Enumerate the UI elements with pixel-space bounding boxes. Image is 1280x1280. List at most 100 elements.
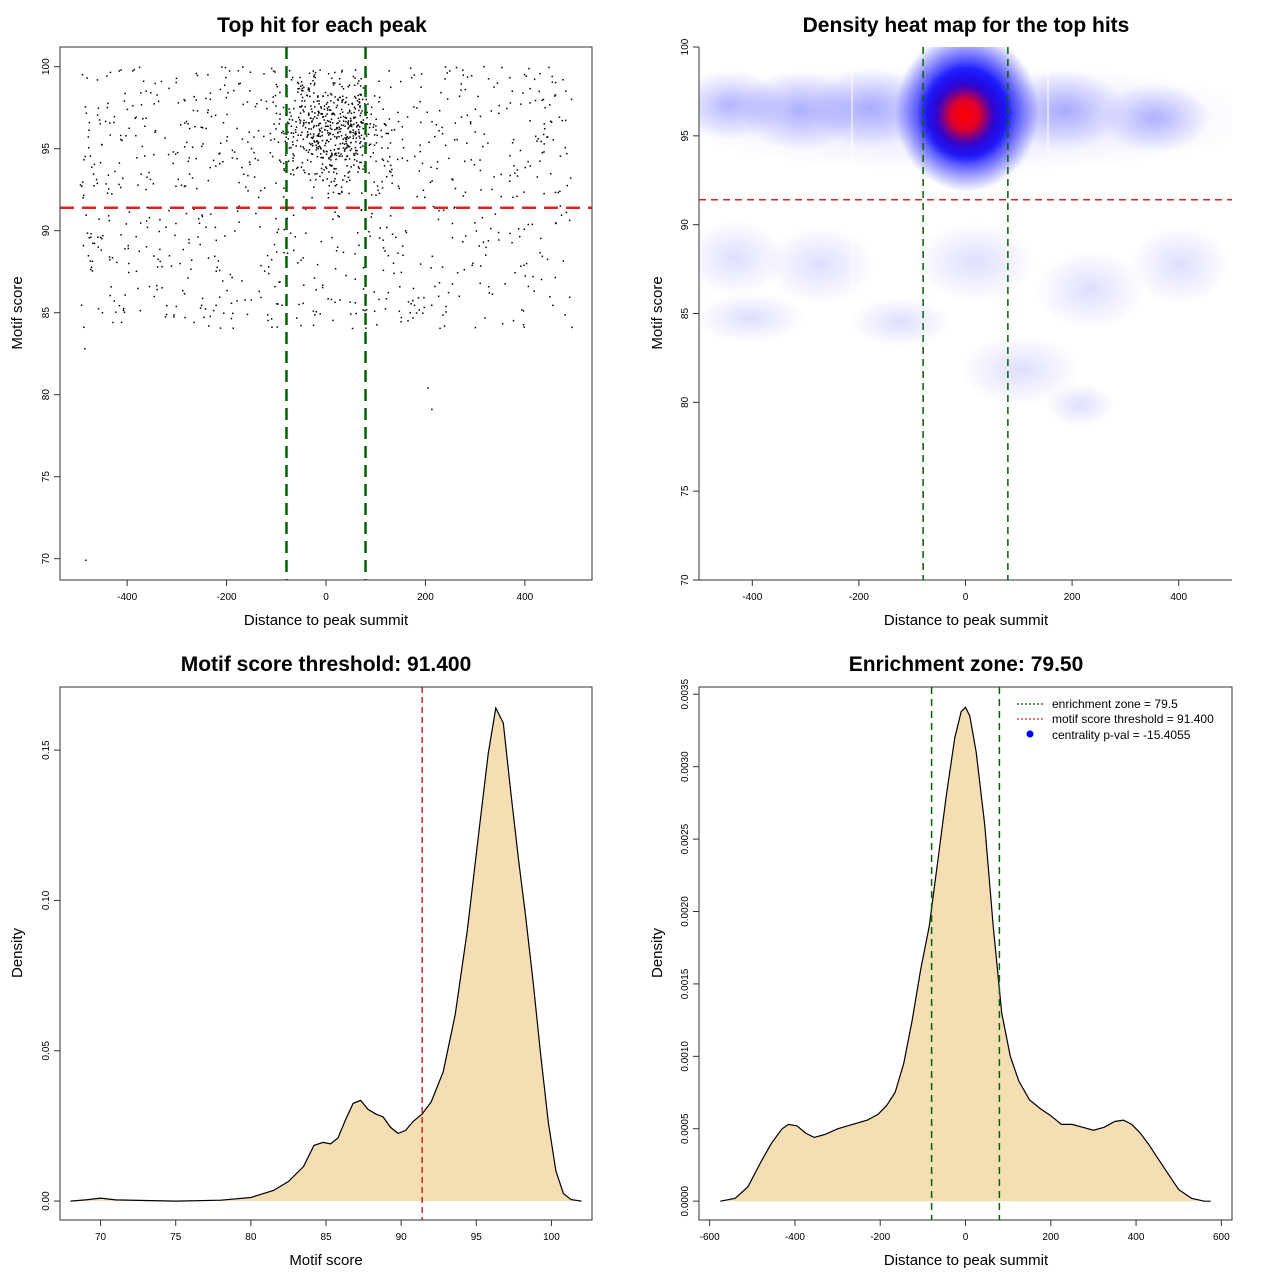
scatter-point — [318, 100, 320, 102]
scatter-point — [330, 165, 332, 167]
scatter-point — [373, 95, 376, 97]
scatter-point — [279, 281, 281, 283]
scatter-point — [127, 244, 129, 247]
heatmap-x-tick-label: -400 — [742, 592, 762, 603]
scatter-point — [272, 101, 274, 103]
scatter-point — [347, 85, 349, 88]
scatter-point — [197, 236, 199, 238]
scatter-point — [347, 123, 349, 125]
scatter-x-tick-label: -400 — [117, 592, 137, 603]
scatter-point — [187, 123, 189, 125]
scatter-point — [504, 283, 506, 285]
scatter-point — [334, 82, 336, 84]
scatter-point — [513, 165, 515, 167]
scatter-point — [100, 143, 103, 146]
score-y-tick-label: 0.10 — [41, 890, 52, 910]
scatter-point — [568, 296, 571, 299]
scatter-point — [139, 222, 142, 224]
scatter-point — [156, 284, 158, 287]
scatter-point — [309, 95, 311, 98]
scatter-point — [82, 194, 85, 197]
scatter-point — [305, 232, 307, 234]
scatter-point — [312, 70, 315, 72]
scatter-point — [365, 135, 368, 137]
scatter-point — [156, 288, 158, 291]
scatter-point — [462, 241, 464, 243]
scatter-point — [176, 151, 179, 154]
scatter-point — [368, 172, 370, 174]
scatter-point — [543, 123, 546, 125]
scatter-point — [204, 308, 207, 310]
scatter-point — [87, 136, 90, 138]
scatter-point — [377, 189, 379, 192]
scatter-point — [416, 195, 418, 198]
scatter-point — [308, 173, 310, 176]
scatter-point — [552, 139, 555, 141]
scatter-point — [87, 254, 90, 257]
scatter-point — [333, 148, 336, 151]
scatter-point — [323, 151, 325, 153]
scatter-point — [124, 92, 126, 95]
scatter-point — [373, 123, 375, 126]
scatter-point — [353, 117, 355, 120]
scatter-point — [350, 119, 352, 122]
scatter-point — [397, 185, 400, 187]
scatter-point — [454, 206, 456, 208]
scatter-point — [319, 153, 322, 155]
scatter-point — [318, 135, 320, 137]
score-x-tick-label: 85 — [320, 1232, 332, 1243]
scatter-point — [389, 215, 392, 217]
scatter-point — [269, 132, 272, 135]
scatter-point — [226, 140, 228, 142]
scatter-point — [525, 262, 528, 265]
scatter-point — [341, 155, 344, 157]
scatter-point — [182, 289, 184, 292]
distance-y-tick-label: 0.0030 — [680, 751, 691, 782]
scatter-point — [441, 132, 444, 135]
scatter-point — [214, 226, 217, 229]
scatter-point — [294, 236, 297, 238]
scatter-point — [566, 152, 568, 155]
scatter-point — [426, 111, 428, 114]
scatter-point — [351, 124, 353, 126]
scatter-point — [180, 184, 183, 186]
scatter-point — [327, 192, 330, 195]
scatter-point — [557, 191, 559, 194]
scatter-point — [319, 69, 321, 71]
scatter-point — [351, 327, 354, 330]
scatter-point — [313, 140, 315, 142]
distance-y-tick-label: 0.0035 — [680, 679, 691, 710]
scatter-point — [512, 138, 515, 141]
scatter-point — [108, 256, 111, 258]
scatter-point — [207, 257, 210, 259]
scatter-point — [335, 183, 338, 186]
scatter-point — [138, 66, 141, 69]
scatter-point — [431, 120, 433, 123]
scatter-point — [286, 121, 289, 123]
heatmap-core — [917, 65, 1013, 165]
scatter-point — [245, 186, 247, 188]
scatter-point — [549, 173, 552, 175]
scatter-point — [464, 88, 467, 91]
scatter-point — [319, 135, 322, 138]
scatter-point — [375, 118, 377, 120]
scatter-point — [498, 104, 500, 107]
scatter-point — [343, 143, 346, 145]
scatter-point — [391, 168, 393, 171]
scatter-point — [96, 182, 99, 185]
scatter-point — [314, 141, 316, 143]
scatter-point — [358, 109, 360, 112]
scatter-point — [349, 130, 351, 133]
scatter-point — [358, 101, 361, 103]
scatter-point — [226, 289, 228, 292]
scatter-point — [358, 135, 360, 138]
scatter-point — [342, 138, 344, 140]
scatter-point — [145, 117, 147, 120]
scatter-point — [223, 84, 226, 87]
scatter-point — [341, 69, 343, 72]
scatter-point — [256, 102, 258, 105]
scatter-point — [226, 113, 228, 116]
scatter-point — [260, 189, 262, 192]
scatter-point — [347, 112, 349, 114]
scatter-point — [79, 184, 82, 186]
